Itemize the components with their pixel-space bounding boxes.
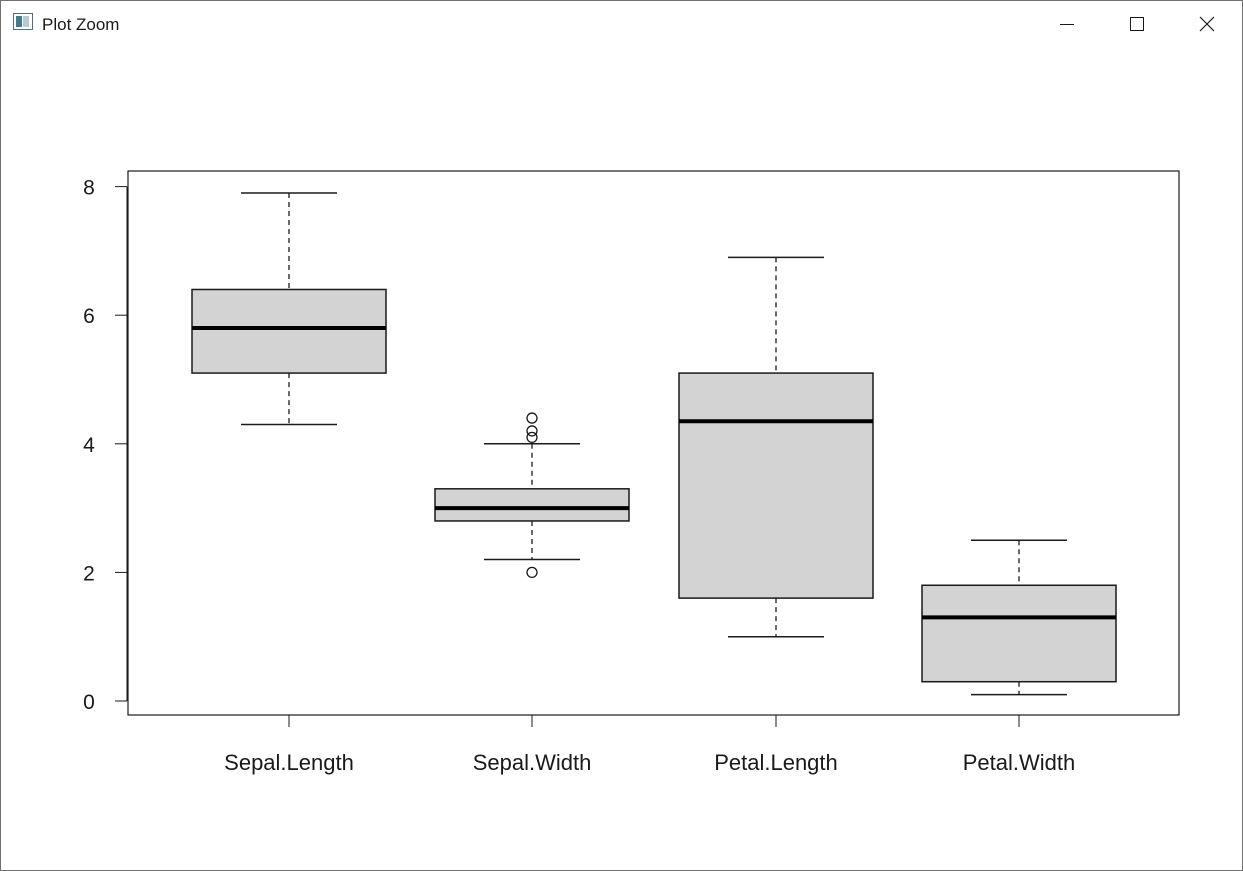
- maximize-button[interactable]: [1102, 1, 1172, 47]
- x-axis: Sepal.Length Sepal.Width Petal.Length Petal…: [224, 715, 1075, 775]
- window-title: Plot Zoom: [42, 15, 120, 34]
- x-tick-label: Petal.Width: [963, 750, 1076, 775]
- x-tick-label: Petal.Length: [714, 750, 838, 775]
- y-tick-label: 6: [83, 305, 95, 328]
- box-sepal-length: [191, 192, 387, 426]
- box-petal-width: [921, 539, 1117, 696]
- maximize-icon: [1130, 17, 1144, 31]
- outlier-point: [526, 412, 538, 424]
- box-series: [191, 192, 1117, 696]
- iqr-box: [678, 372, 874, 599]
- x-tick-label: Sepal.Width: [473, 750, 592, 775]
- iqr-box: [191, 288, 387, 374]
- y-tick-label: 4: [83, 434, 95, 457]
- box-sepal-width: [434, 412, 630, 579]
- y-tick-label: 2: [83, 562, 95, 585]
- minimize-button[interactable]: [1032, 1, 1102, 47]
- app-icon: [13, 13, 33, 30]
- plot-frame: [127, 170, 1180, 716]
- y-axis: 0 2 4 6 8: [83, 177, 128, 714]
- box-petal-length: [678, 256, 874, 638]
- title-bar[interactable]: Plot Zoom: [1, 1, 1242, 47]
- minimize-icon: [1060, 24, 1074, 25]
- outlier-point: [526, 425, 538, 437]
- x-tick-label: Sepal.Length: [224, 750, 354, 775]
- iqr-box: [921, 584, 1117, 683]
- y-tick-label: 0: [83, 691, 95, 714]
- outlier-point: [526, 431, 538, 444]
- close-icon: [1199, 16, 1215, 32]
- close-button[interactable]: [1172, 1, 1242, 47]
- iqr-box: [434, 488, 630, 522]
- y-tick-label: 8: [83, 177, 95, 200]
- outlier-point: [526, 566, 538, 579]
